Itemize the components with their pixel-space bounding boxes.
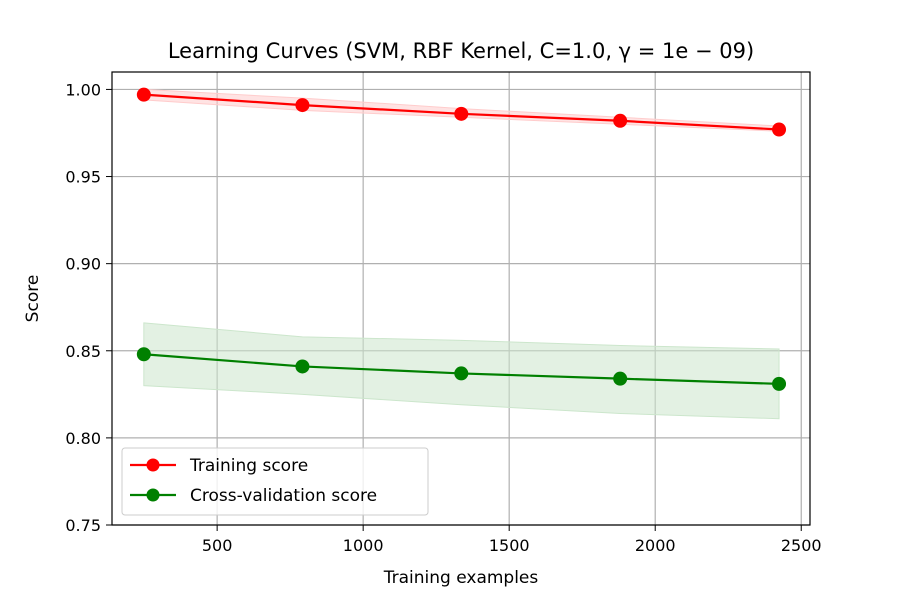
series-point — [295, 98, 310, 113]
series-markers — [136, 87, 787, 391]
series-point — [136, 347, 151, 362]
series-point — [454, 366, 469, 381]
legend-box — [121, 447, 429, 516]
x-tick-label: 1000 — [343, 536, 384, 555]
series-point — [772, 122, 787, 137]
y-tick-label: 0.90 — [65, 255, 101, 274]
series-point — [295, 359, 310, 374]
series-point — [613, 113, 628, 128]
chart-title: Learning Curves (SVM, RBF Kernel, C=1.0,… — [168, 39, 754, 63]
legend-label: Cross-validation score — [190, 486, 377, 506]
y-tick-label: 0.85 — [65, 342, 101, 361]
plot-frame — [111, 71, 811, 526]
y-tick-label: 0.95 — [65, 168, 101, 187]
axis-ticks: 500 1000 1500 2000 2500 0.75 0.80 0.85 0.90 0.95 1… — [65, 80, 821, 555]
y-tick-label: 1.00 — [65, 80, 101, 99]
y-tick-label: 0.80 — [65, 429, 101, 448]
x-tick-label: 1500 — [489, 536, 530, 555]
x-tick-label: 2500 — [781, 536, 822, 555]
series-point — [772, 376, 787, 391]
legend-items: Training score Cross-validation score — [130, 456, 377, 506]
series-point — [454, 106, 469, 121]
y-tick-label: 0.75 — [65, 516, 101, 535]
x-axis-label: Training examples — [383, 568, 539, 588]
y-axis-label: Score — [23, 275, 43, 323]
x-tick-label: 500 — [202, 536, 233, 555]
legend-marker — [146, 488, 160, 502]
series-point — [136, 87, 151, 102]
x-tick-label: 2000 — [635, 536, 676, 555]
legend-label: Training score — [189, 456, 308, 476]
series-point — [613, 371, 628, 386]
legend-marker — [146, 458, 160, 472]
legend: Training score Cross-validation score — [121, 447, 429, 516]
